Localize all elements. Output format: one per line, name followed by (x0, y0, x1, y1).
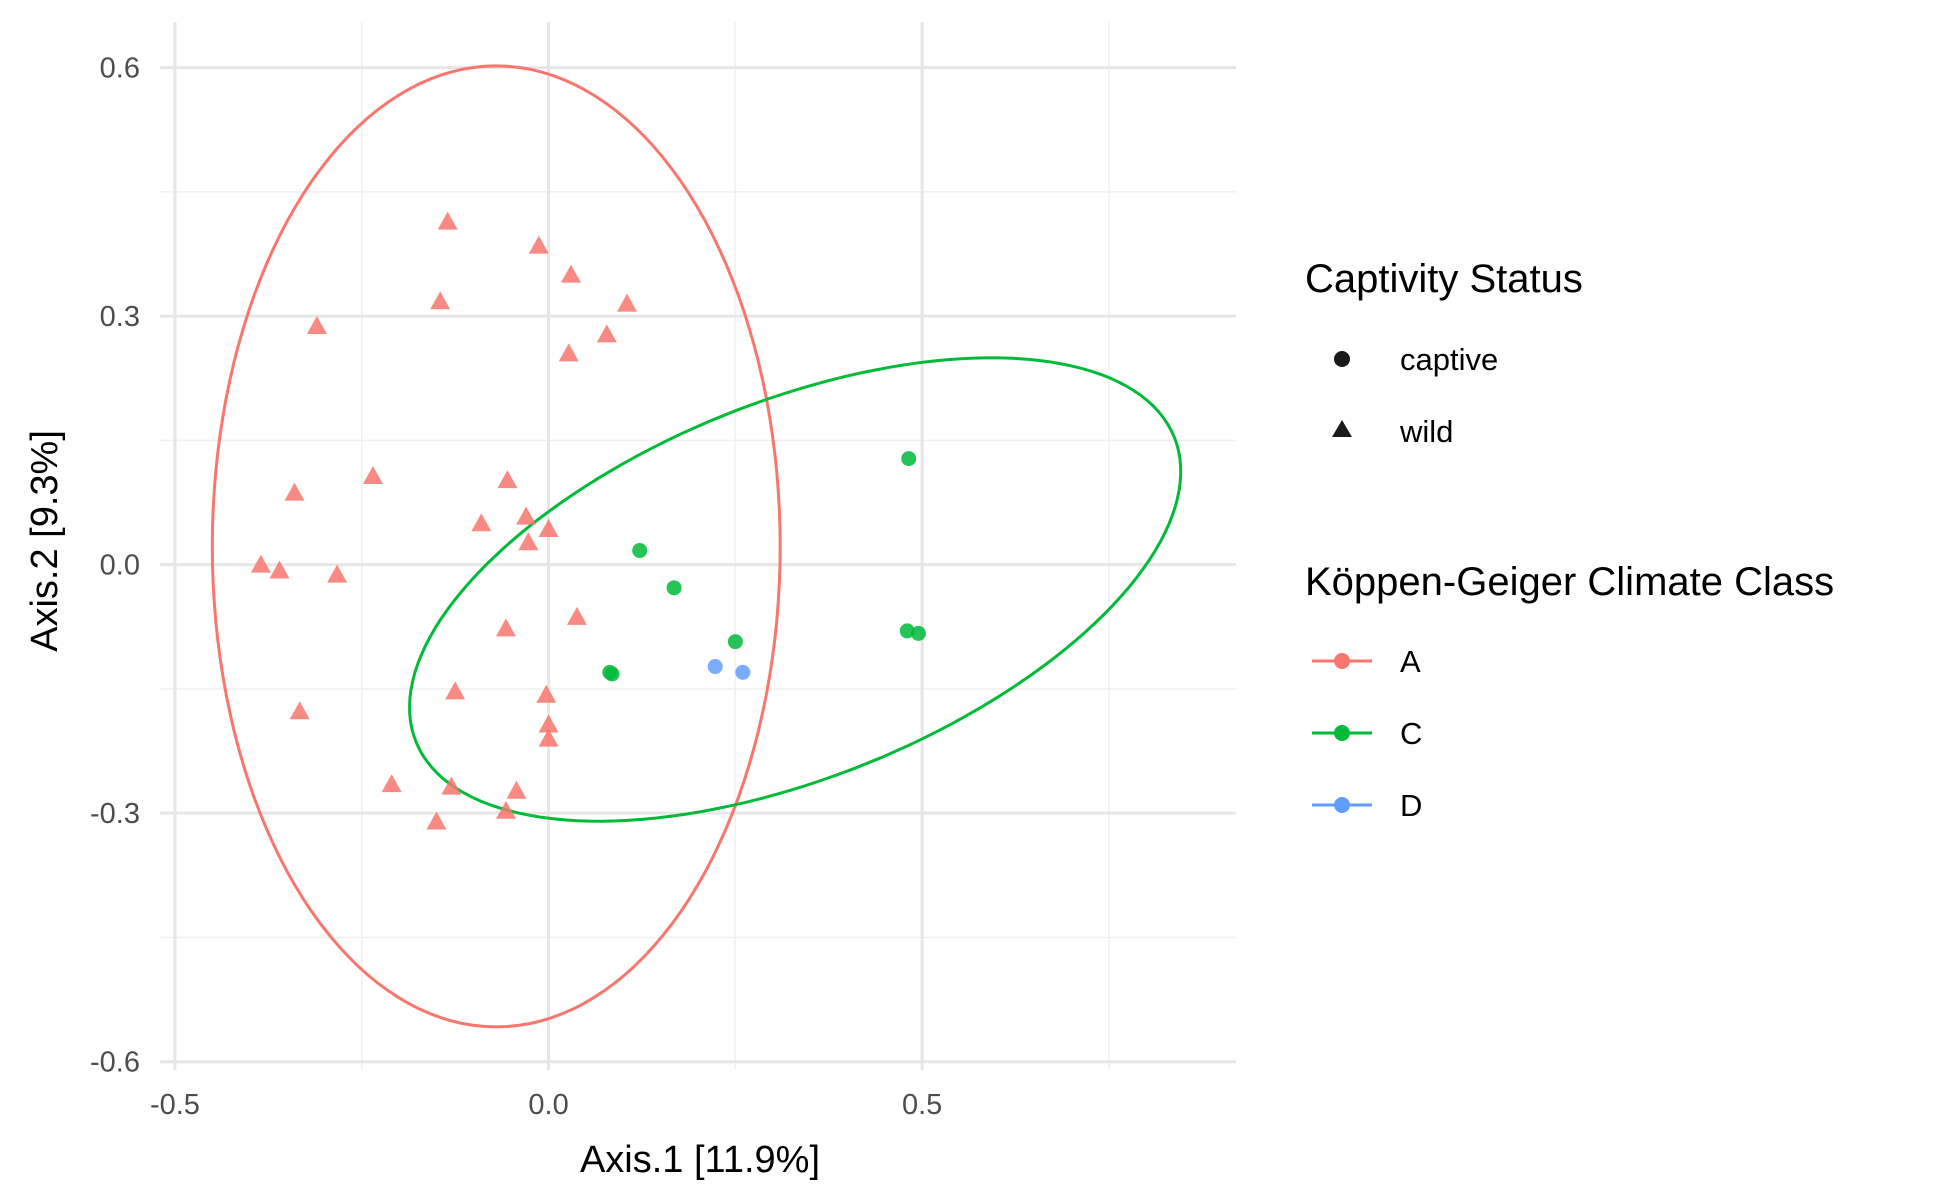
legend-captivity-status: Captivity Status captive wild (1305, 257, 1583, 449)
point-a-wild (518, 532, 539, 551)
legend-captive-label: captive (1400, 342, 1498, 377)
point-c-captive (910, 625, 926, 641)
data-points (250, 211, 926, 830)
point-c-captive (666, 580, 682, 596)
minor-gridlines (160, 22, 1236, 1070)
point-a-wild (528, 235, 549, 254)
point-a-wild (566, 606, 587, 625)
legend-climate-title: Köppen-Geiger Climate Class (1305, 560, 1834, 604)
x-tick-label: 0.0 (528, 1089, 568, 1121)
y-axis-ticks: 0.6 0.3 0.0 -0.3 -0.6 (90, 53, 140, 1079)
y-axis-title: Axis.2 [9.3%] (24, 430, 66, 652)
point-a-wild (362, 465, 383, 484)
legend-d-label: D (1400, 788, 1422, 823)
point-d-captive (707, 659, 723, 675)
point-a-wild (284, 482, 305, 501)
y-tick-label: -0.6 (90, 1047, 140, 1079)
y-tick-label: -0.3 (90, 798, 140, 830)
legend-a-label: A (1400, 644, 1421, 679)
point-d-captive (735, 664, 751, 680)
point-a-wild (497, 470, 518, 489)
legend-c-key-dot (1334, 725, 1350, 741)
point-a-wild (306, 316, 327, 335)
point-a-wild (538, 728, 559, 747)
point-a-wild (536, 684, 557, 703)
point-a-wild (269, 560, 290, 579)
point-a-wild (495, 800, 516, 819)
point-a-wild (327, 564, 348, 583)
x-axis-ticks: -0.5 0.0 0.5 (150, 1089, 942, 1121)
legend-c-label: C (1400, 716, 1422, 751)
legend-wild-label: wild (1399, 414, 1453, 449)
legend-climate-class: Köppen-Geiger Climate Class A C D (1305, 560, 1834, 823)
major-gridlines (160, 22, 1236, 1070)
confidence-ellipses (210, 64, 1183, 1029)
legend-d-key-dot (1334, 797, 1350, 813)
legend-captive-key (1334, 351, 1350, 367)
point-a-wild (250, 554, 271, 573)
point-a-wild (538, 519, 559, 538)
legend-a-key-dot (1334, 653, 1350, 669)
point-a-wild (430, 291, 451, 310)
ellipse-a (210, 64, 782, 1029)
y-tick-label: 0.6 (100, 53, 140, 85)
point-c-captive (632, 543, 648, 559)
y-tick-label: 0.0 (100, 550, 140, 582)
point-a-wild (426, 811, 447, 830)
x-axis-title: Axis.1 [11.9%] (580, 1139, 820, 1181)
legend-captivity-title: Captivity Status (1305, 257, 1583, 301)
point-a-wild (617, 293, 638, 312)
point-a-wild (437, 211, 458, 230)
ellipse-c (408, 356, 1183, 823)
point-a-wild (441, 776, 462, 795)
point-a-wild (558, 343, 579, 362)
point-a-wild (495, 618, 516, 637)
point-c-captive (604, 666, 620, 682)
point-a-wild (560, 264, 581, 283)
point-a-wild (596, 324, 617, 343)
point-a-wild (445, 681, 466, 700)
x-tick-label: 0.5 (902, 1089, 942, 1121)
point-c-captive (899, 623, 915, 639)
point-a-wild (289, 701, 310, 720)
point-a-wild (516, 506, 537, 525)
x-tick-label: -0.5 (150, 1089, 200, 1121)
legend-wild-key (1332, 420, 1352, 437)
point-c-captive (901, 451, 917, 467)
point-a-wild (471, 513, 492, 532)
point-a-wild (506, 780, 527, 799)
y-tick-label: 0.3 (100, 301, 140, 333)
point-a-wild (538, 714, 559, 733)
point-c-captive (727, 634, 743, 650)
point-a-wild (381, 774, 402, 793)
